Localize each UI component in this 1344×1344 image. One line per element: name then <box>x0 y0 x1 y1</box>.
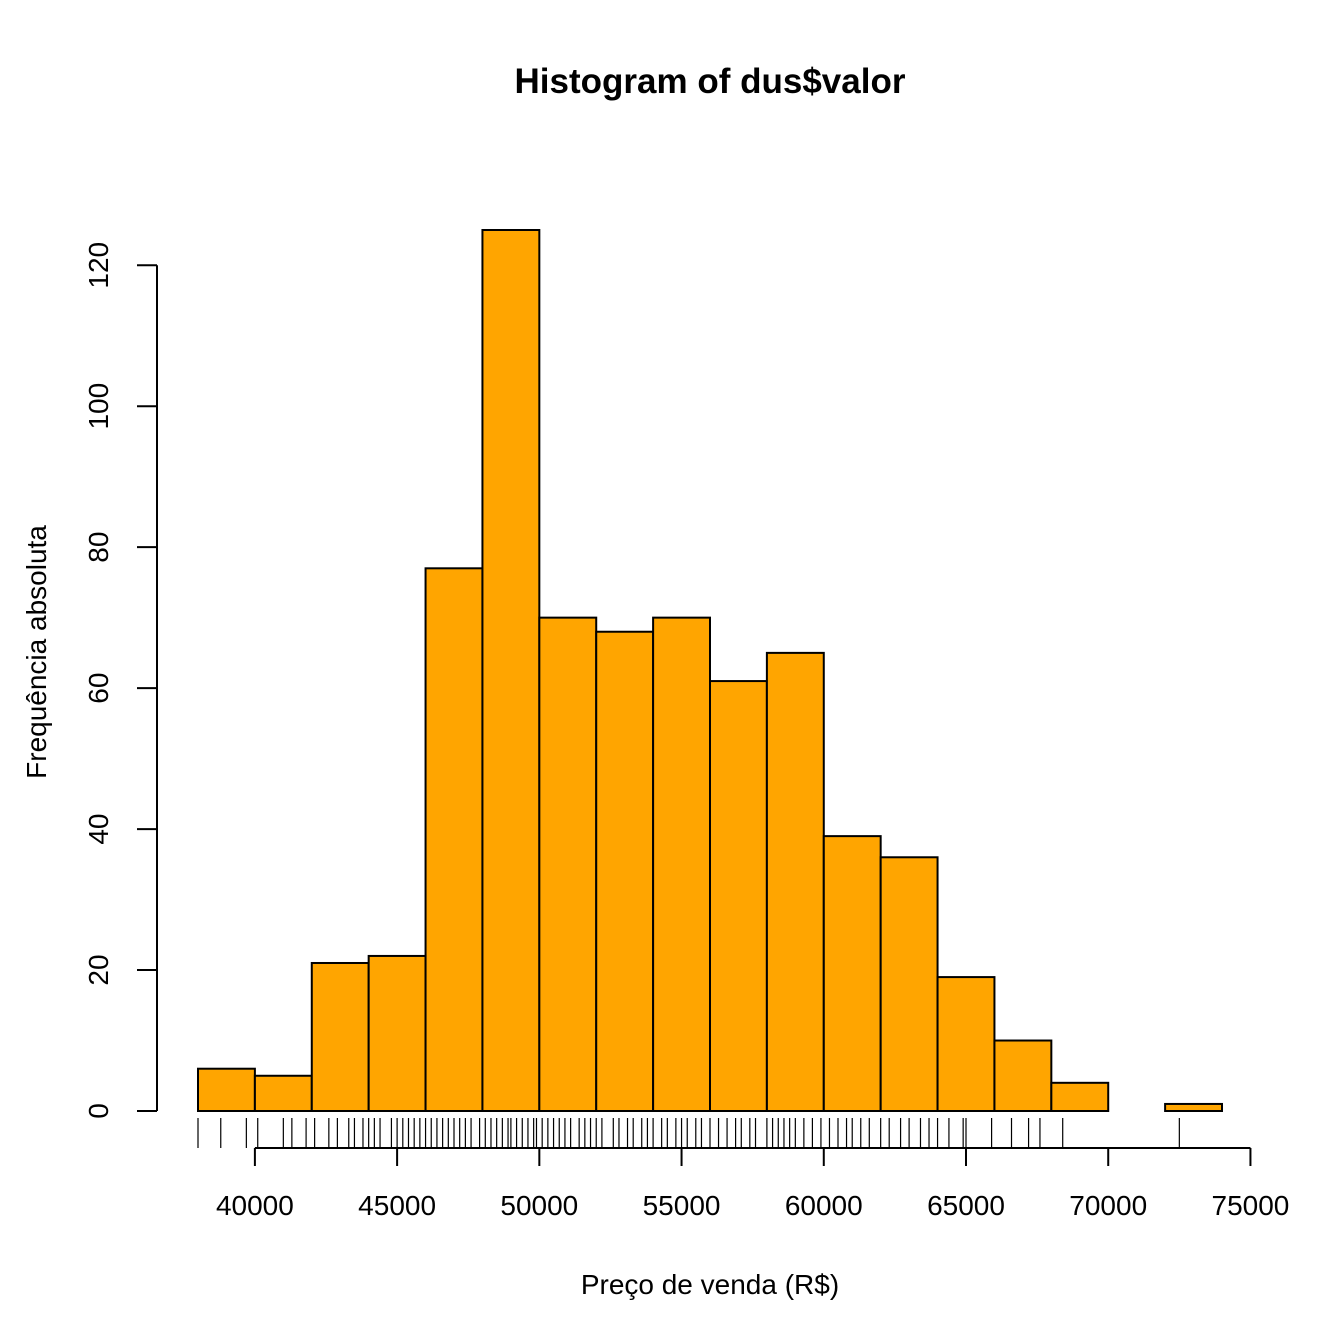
y-axis-label: Frequência absoluta <box>21 525 52 779</box>
y-tick-label: 80 <box>83 532 114 563</box>
histogram-bar <box>424 567 484 1112</box>
histogram-bar <box>197 1067 256 1113</box>
histogram-bar <box>936 976 996 1113</box>
x-tick-label: 45000 <box>358 1190 436 1221</box>
x-tick-label: 55000 <box>643 1190 721 1221</box>
histogram-bar <box>879 856 939 1112</box>
y-tick-label: 100 <box>83 383 114 430</box>
histogram-bar <box>822 835 882 1112</box>
y-tick-label: 60 <box>83 673 114 704</box>
histogram-bar <box>481 229 541 1112</box>
x-axis-label: Preço de venda (R$) <box>581 1269 839 1300</box>
histogram-bar <box>595 630 655 1113</box>
x-tick-label: 70000 <box>1069 1190 1147 1221</box>
histogram-bar <box>1050 1081 1110 1112</box>
y-tick-label: 120 <box>83 242 114 289</box>
histogram-bar <box>1164 1102 1223 1113</box>
rug-marks <box>197 1118 1180 1148</box>
histogram-bar <box>253 1074 313 1113</box>
y-tick-label: 20 <box>83 954 114 985</box>
histogram-bars <box>197 229 1223 1113</box>
x-tick-label: 75000 <box>1212 1190 1290 1221</box>
x-tick-label: 65000 <box>927 1190 1005 1221</box>
histogram-bar <box>709 680 768 1113</box>
histogram-bar <box>993 1039 1053 1113</box>
x-tick-label: 50000 <box>500 1190 578 1221</box>
y-tick-label: 40 <box>83 814 114 845</box>
x-tick-label: 60000 <box>785 1190 863 1221</box>
histogram-bar <box>765 651 825 1112</box>
chart-title: Histogram of dus$valor <box>515 62 906 101</box>
histogram-bar <box>538 616 598 1112</box>
y-axis: 0 20 40 60 80 100 120 <box>83 242 158 1119</box>
histogram-bar <box>652 616 711 1112</box>
y-tick-label: 0 <box>83 1103 114 1119</box>
x-tick-label: 40000 <box>216 1190 294 1221</box>
histogram-bar <box>367 954 427 1112</box>
x-axis: 40000 45000 50000 55000 60000 65000 70000 75000 <box>216 1147 1290 1221</box>
histogram-bar <box>310 961 370 1112</box>
